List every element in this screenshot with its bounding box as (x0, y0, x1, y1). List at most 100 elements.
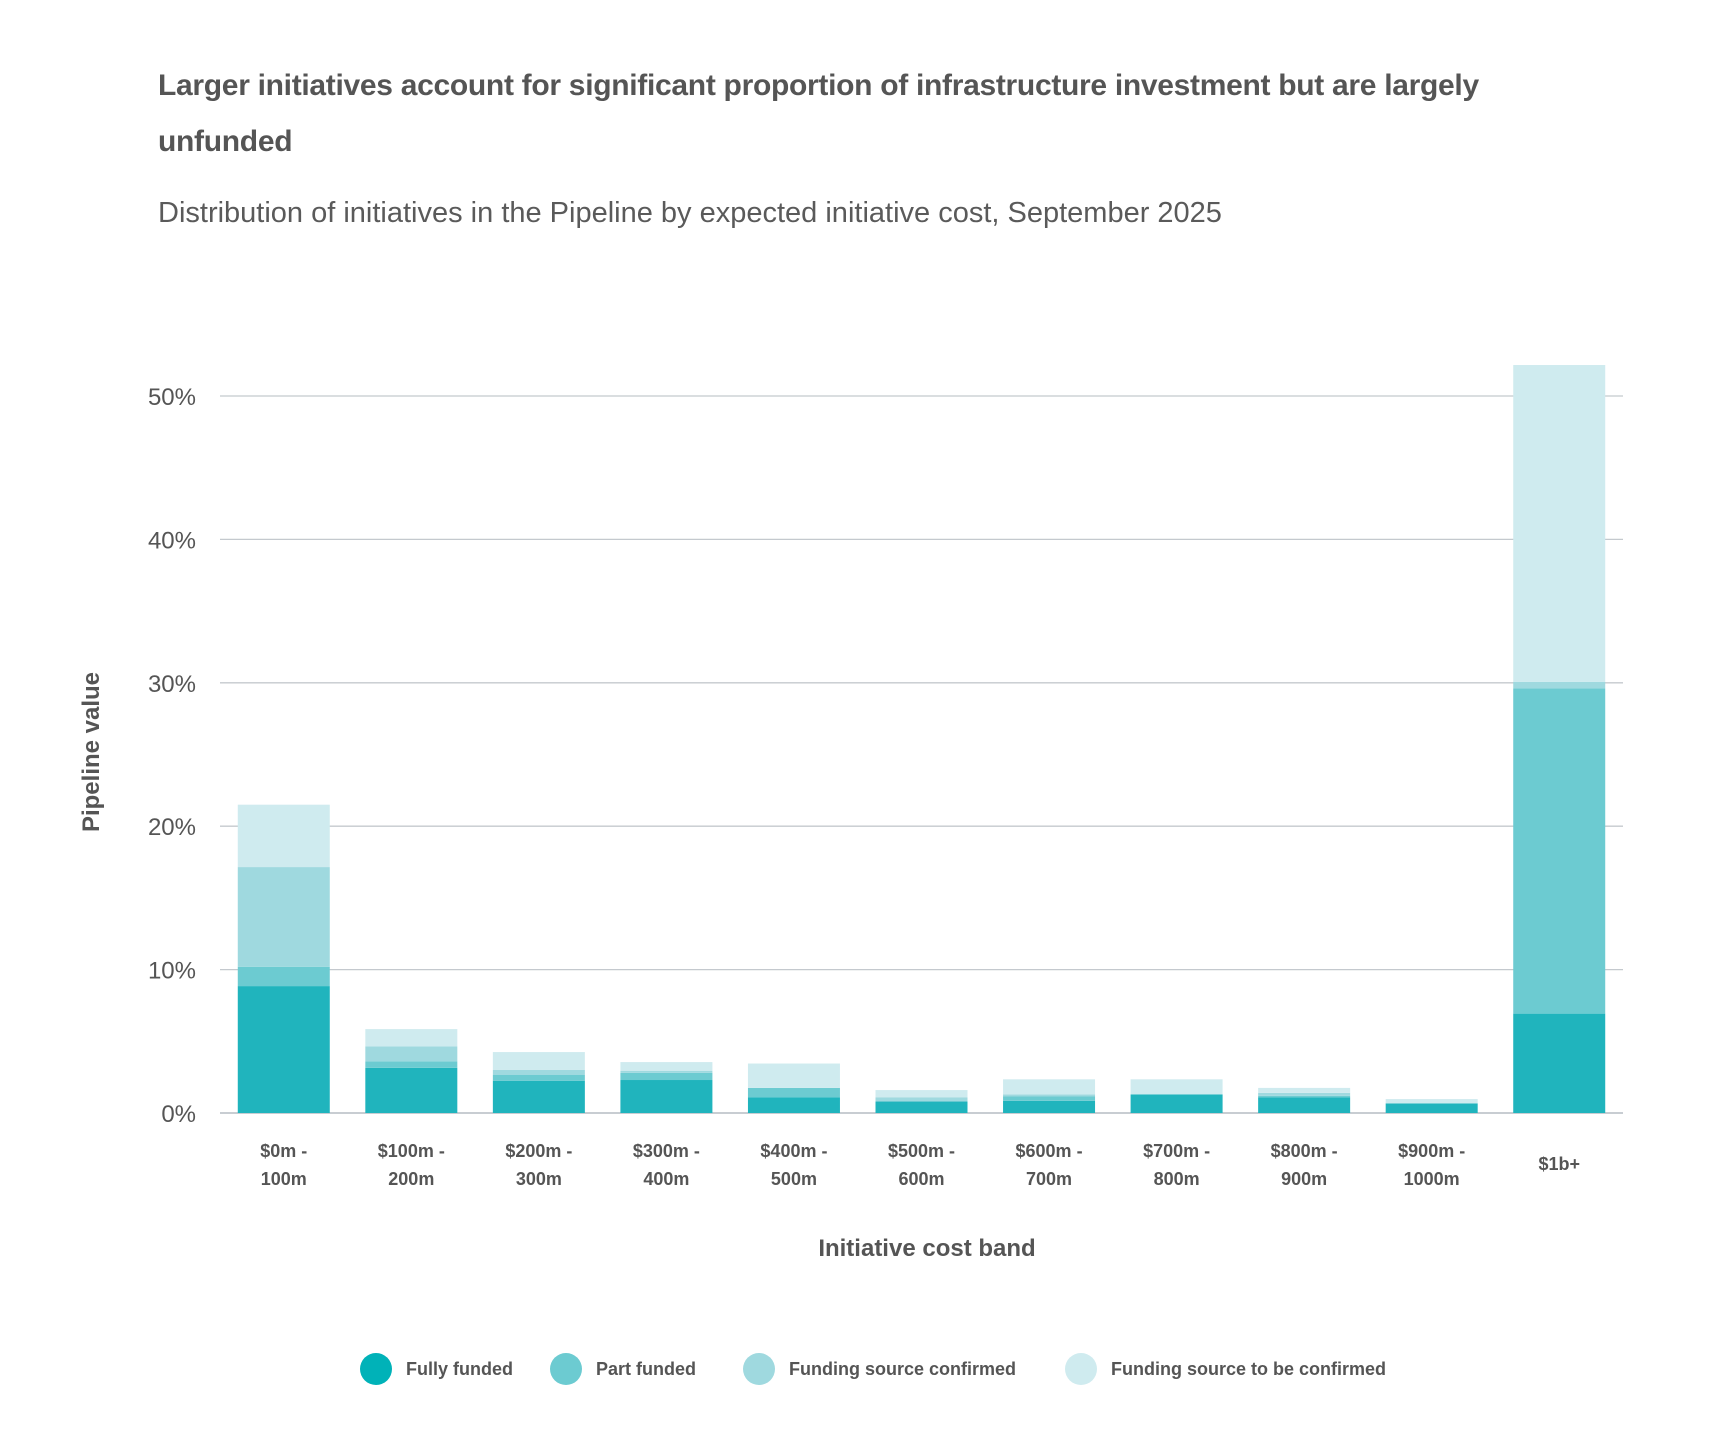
bar-segment-funding-source-confirmed (365, 1046, 458, 1062)
bar-stack (747, 1063, 840, 1113)
bar-segment-funding-source-to-be-confirmed (747, 1063, 840, 1088)
bar-segment-fully-funded (1258, 1097, 1351, 1113)
x-tick-label-line: 300m (516, 1169, 562, 1189)
bar-stack (237, 804, 330, 1113)
bar-segment-funding-source-to-be-confirmed (492, 1052, 585, 1070)
bar-segment-funding-source-confirmed (237, 867, 330, 967)
x-tick-label: $300m - 400m (633, 1141, 700, 1189)
bar-segment-part-funded (365, 1061, 458, 1068)
x-tick-label-line: $900m - (1398, 1141, 1465, 1161)
x-tick-label-line: $100m - (378, 1141, 445, 1161)
x-tick-label: $100m - 200m (378, 1141, 445, 1189)
x-tick-label-line: $300m - (633, 1141, 700, 1161)
bar-stack (492, 1052, 585, 1113)
bar-segment-part-funded (1258, 1095, 1351, 1098)
bar-segment-fully-funded (1130, 1094, 1223, 1113)
bar-segment-part-funded (747, 1087, 840, 1098)
x-tick-label: $500m - 600m (888, 1141, 955, 1189)
bar-segment-funding-source-confirmed (492, 1069, 585, 1075)
y-axis-ticks: 0% 10% 20% 30% 40% 50% (148, 384, 196, 1128)
y-tick-label: 50% (148, 384, 196, 411)
legend-label: Fully funded (406, 1358, 513, 1379)
bar-segment-funding-source-to-be-confirmed (1003, 1079, 1096, 1095)
legend-item-part-funded[interactable]: Part funded (550, 1352, 696, 1386)
bar-segment-fully-funded (620, 1080, 713, 1113)
bar-segment-part-funded (492, 1074, 585, 1081)
gridlines (220, 395, 1623, 1114)
bar-segment-fully-funded (747, 1097, 840, 1113)
x-tick-label-line: 100m (261, 1169, 307, 1189)
bar-stack (1130, 1079, 1223, 1113)
stacked-bar-chart: 0% 10% 20% 30% 40% 50% $0m - 100m $100m - 200m $2… (78, 365, 1623, 1262)
y-tick-label: 10% (148, 958, 196, 985)
bar-segment-fully-funded (1003, 1100, 1096, 1113)
legend-swatch-icon (360, 1353, 392, 1385)
bar-segment-funding-source-to-be-confirmed (620, 1062, 713, 1071)
x-axis-title: Initiative cost band (818, 1235, 1035, 1262)
bar-segment-funding-source-to-be-confirmed (1513, 365, 1606, 682)
x-tick-label-line: 600m (898, 1169, 944, 1189)
legend-item-fully-funded[interactable]: Fully funded (360, 1352, 513, 1386)
bar-stack (875, 1090, 968, 1113)
bar-segment-funding-source-to-be-confirmed (1130, 1079, 1223, 1095)
x-tick-label-line: $200m - (505, 1141, 572, 1161)
x-tick-label-line: $700m - (1143, 1141, 1210, 1161)
x-tick-label: $1b+ (1538, 1154, 1580, 1174)
y-tick-label: 40% (148, 527, 196, 554)
x-tick-label-line: 200m (388, 1169, 434, 1189)
bar-segment-funding-source-confirmed (1258, 1092, 1351, 1096)
x-tick-label-line: 1000m (1404, 1169, 1460, 1189)
x-tick-label-line: $600m - (1016, 1141, 1083, 1161)
x-tick-label-line: 700m (1026, 1169, 1072, 1189)
x-tick-label: $200m - 300m (505, 1141, 572, 1189)
legend-item-funding-source-to-be-confirmed[interactable]: Funding source to be confirmed (1065, 1352, 1386, 1386)
bar-stack (1513, 365, 1606, 1113)
x-tick-label-line: $0m - (260, 1141, 307, 1161)
bar-stack (1258, 1087, 1351, 1113)
bar-segment-fully-funded (492, 1080, 585, 1113)
x-tick-label-line: $500m - (888, 1141, 955, 1161)
bar-segment-part-funded (1513, 688, 1606, 1014)
legend-item-funding-source-confirmed[interactable]: Funding source confirmed (743, 1352, 1016, 1386)
bar-segment-funding-source-to-be-confirmed (875, 1090, 968, 1098)
bar-segment-fully-funded (875, 1101, 968, 1113)
legend-label: Funding source to be confirmed (1111, 1358, 1387, 1379)
x-tick-label: $600m - 700m (1016, 1141, 1083, 1189)
legend-label: Part funded (596, 1358, 697, 1379)
x-tick-label: $0m - 100m (260, 1141, 307, 1189)
bar-segment-funding-source-confirmed (875, 1097, 968, 1102)
chart-subtitle: Distribution of initiatives in the Pipel… (158, 197, 1222, 229)
bar-segment-funding-source-confirmed (620, 1070, 713, 1073)
x-tick-label: $700m - 800m (1143, 1141, 1210, 1189)
x-tick-label-line: 800m (1154, 1169, 1200, 1189)
legend-swatch-icon (1065, 1353, 1097, 1385)
x-tick-label-line: 900m (1281, 1169, 1327, 1189)
x-axis-ticks: $0m - 100m $100m - 200m $200m - 300m $300m - 40… (260, 1141, 1580, 1189)
bar-segment-fully-funded (1513, 1013, 1606, 1113)
x-tick-label: $900m - 1000m (1398, 1141, 1465, 1189)
bar-segment-funding-source-to-be-confirmed (237, 804, 330, 868)
x-tick-label-line: 500m (771, 1169, 817, 1189)
y-tick-label: 0% (161, 1101, 196, 1128)
x-tick-label: $800m - 900m (1271, 1141, 1338, 1189)
bar-segment-part-funded (620, 1072, 713, 1081)
bar-segment-funding-source-to-be-confirmed (1385, 1099, 1478, 1104)
bar-stack (365, 1029, 458, 1113)
bar-segment-fully-funded (237, 986, 330, 1113)
legend-swatch-icon (743, 1353, 775, 1385)
bar-stack (1003, 1079, 1096, 1113)
x-tick-label: $400m - 500m (760, 1141, 827, 1189)
x-tick-label-line: $400m - (760, 1141, 827, 1161)
bar-stack (1385, 1099, 1478, 1113)
y-axis-title: Pipeline value (78, 672, 105, 832)
bar-segment-fully-funded (1385, 1103, 1478, 1113)
bars (237, 365, 1606, 1113)
y-tick-label: 30% (148, 671, 196, 698)
x-tick-label-line: $800m - (1271, 1141, 1338, 1161)
legend: Fully funded Part funded Funding source … (0, 1352, 1733, 1386)
bar-segment-fully-funded (365, 1067, 458, 1113)
bar-segment-part-funded (237, 966, 330, 987)
bar-stack (620, 1062, 713, 1113)
x-tick-label-line: 400m (643, 1169, 689, 1189)
bar-segment-part-funded (1003, 1096, 1096, 1101)
